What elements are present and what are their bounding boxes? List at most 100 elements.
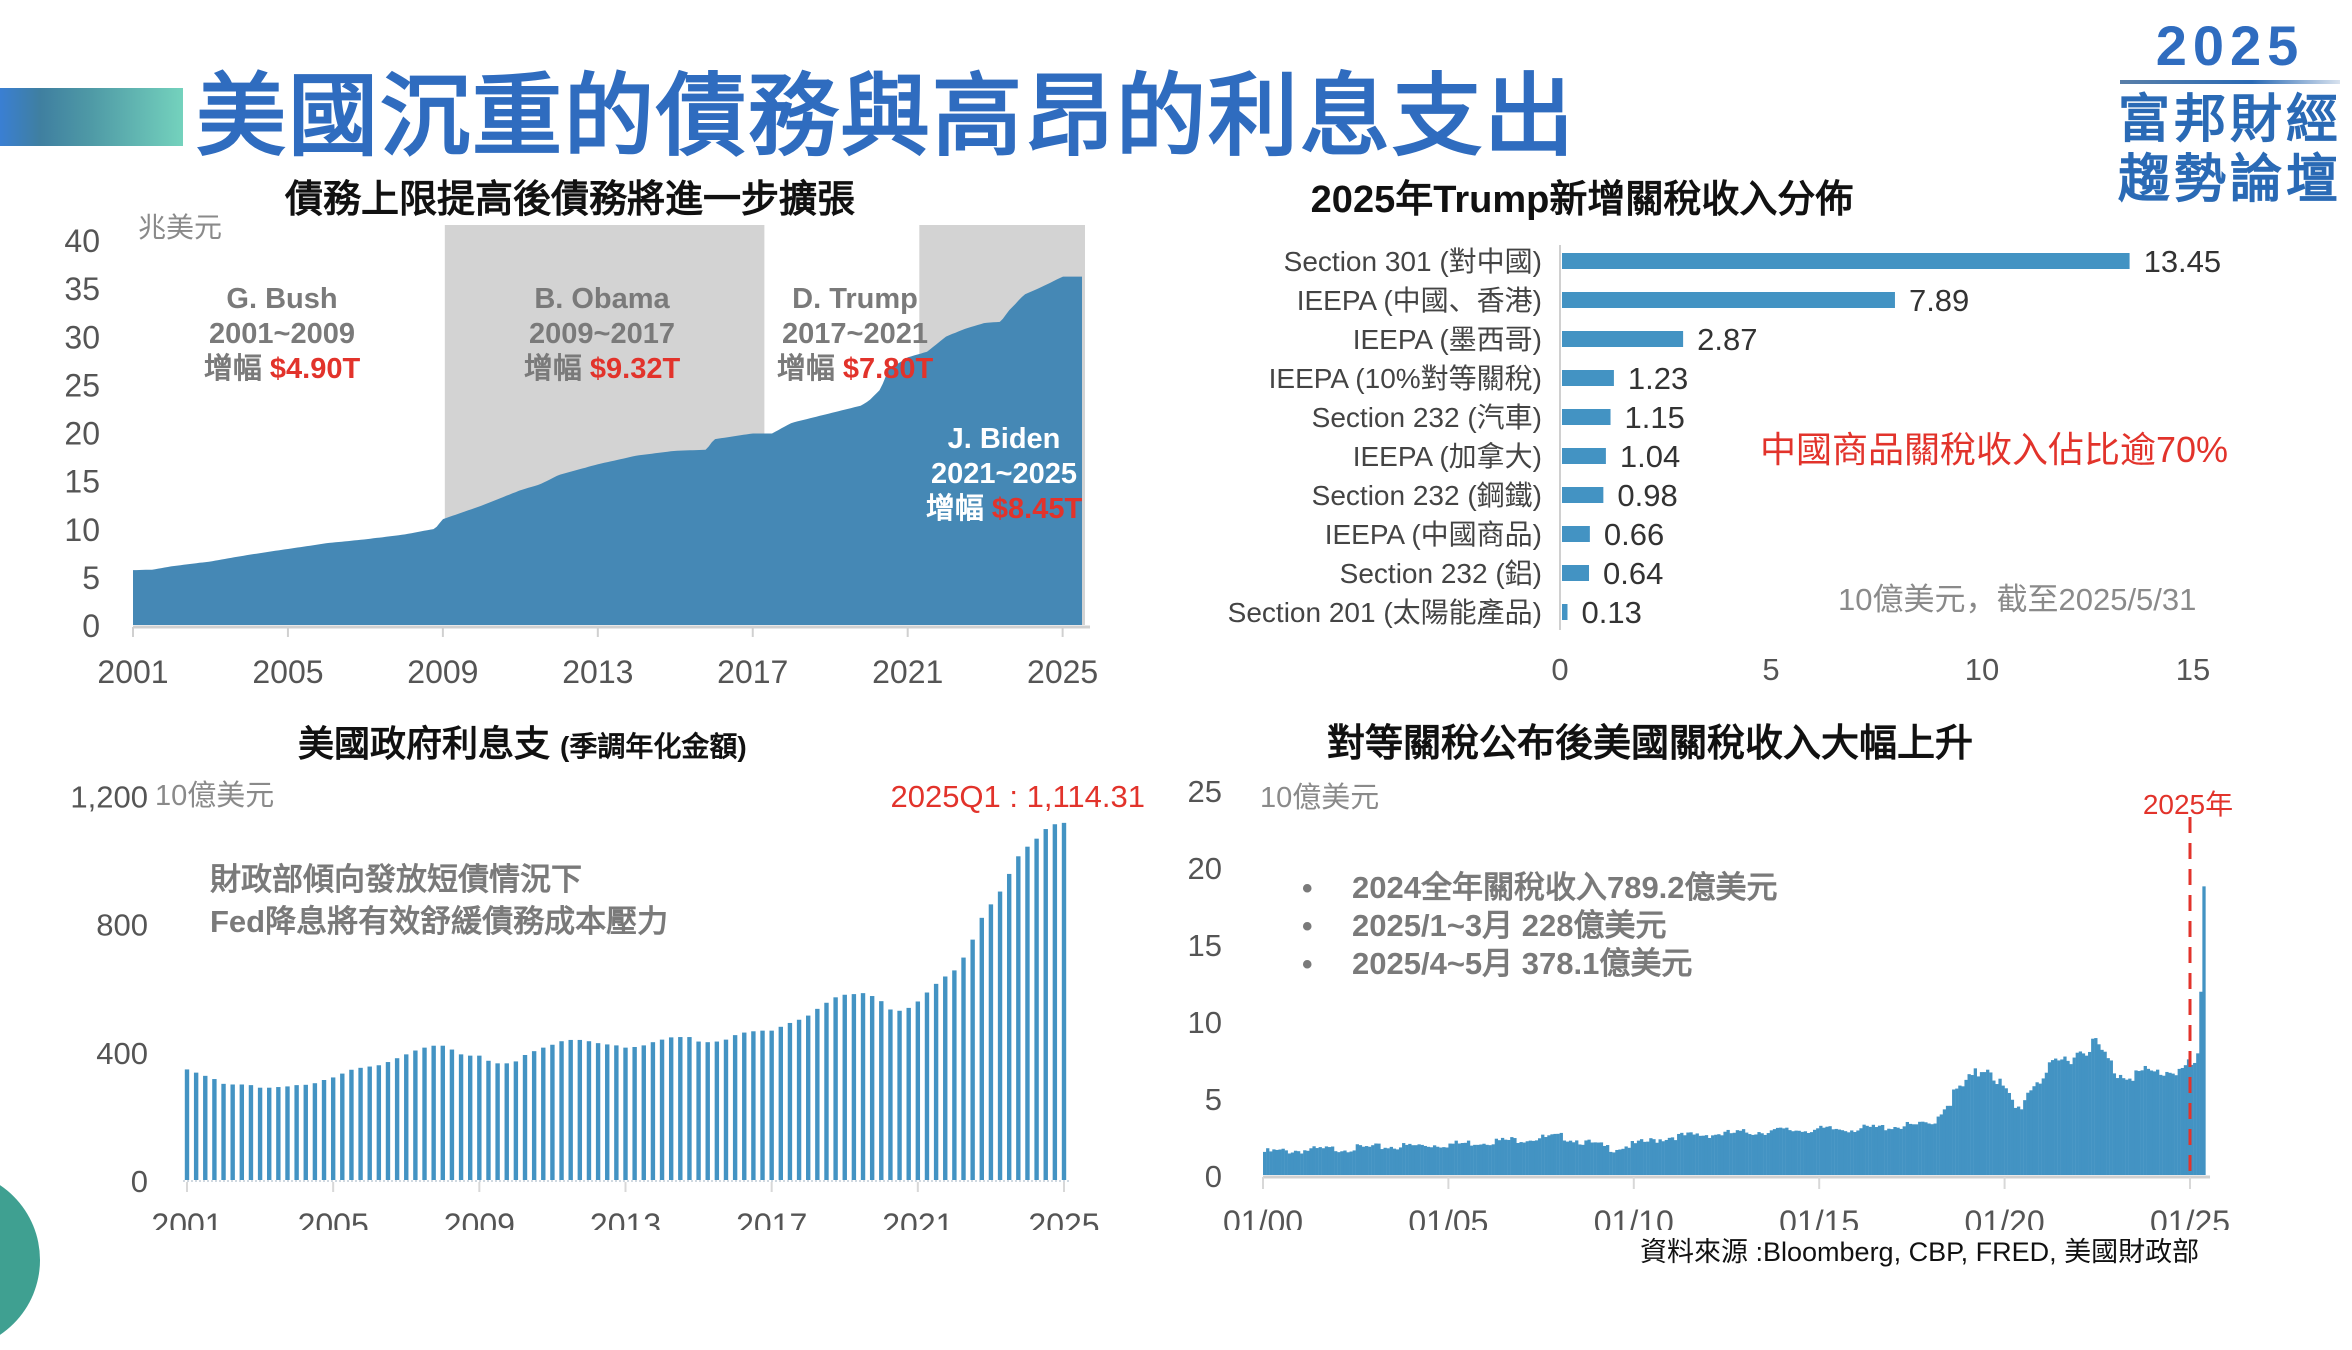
tariff-bar — [1562, 370, 1614, 386]
president-name: D. Trump — [792, 283, 918, 315]
interest-bar — [1025, 846, 1030, 1180]
interest-bar — [440, 1045, 445, 1180]
customs-bar — [1346, 1152, 1350, 1175]
customs-unit-label: 10億美元 — [1260, 781, 1379, 814]
customs-bar — [1358, 1145, 1363, 1175]
interest-bar — [486, 1060, 491, 1180]
data-source-note: 資料來源 :Bloomberg, CBP, FRED, 美國財政部 — [1640, 1237, 2200, 1267]
tariff-value-label: 2.87 — [1697, 322, 1757, 357]
customs-y-tick-label: 25 — [1188, 774, 1222, 809]
bullet-icon: • — [1302, 948, 1313, 981]
customs-bar — [2128, 1078, 2132, 1175]
interest-bar — [824, 1002, 829, 1180]
customs-bar — [1998, 1078, 2002, 1175]
customs-bar — [1745, 1132, 1749, 1175]
customs-bar — [1516, 1142, 1520, 1175]
customs-bar — [1309, 1148, 1313, 1175]
tariff-x-tick-label: 10 — [1965, 652, 1999, 687]
customs-bar — [2066, 1060, 2070, 1175]
customs-bar — [2122, 1078, 2126, 1175]
debt-increase: 增幅 $7.80T — [777, 352, 934, 385]
customs-y-tick-label: 0 — [1205, 1159, 1222, 1194]
customs-bar — [1766, 1133, 1770, 1175]
interest-bar — [723, 1039, 729, 1180]
customs-bar — [1300, 1153, 1304, 1175]
customs-bar — [1371, 1145, 1375, 1175]
interest-bar — [1034, 838, 1039, 1180]
interest-bar — [833, 997, 838, 1180]
customs-bar — [2152, 1071, 2157, 1175]
customs-bar — [2112, 1073, 2117, 1175]
customs-bar — [1426, 1146, 1431, 1175]
tariff-category-label: Section 232 (汽車) — [1312, 402, 1542, 433]
customs-bar — [2038, 1083, 2042, 1175]
customs-bar — [2063, 1056, 2067, 1175]
interest-title-suffix: (季調年化金額) — [560, 730, 747, 762]
customs-bar — [1797, 1130, 1801, 1175]
customs-bar — [2026, 1092, 2030, 1175]
customs-bar — [1704, 1135, 1709, 1175]
interest-unit-label: 10億美元 — [155, 779, 274, 812]
president-name: G. Bush — [226, 283, 337, 315]
interest-bar — [303, 1084, 308, 1180]
debt-x-tick-label: 2021 — [872, 654, 943, 690]
customs-bar — [1661, 1141, 1665, 1175]
interest-bar — [879, 1001, 884, 1180]
customs-bar — [1785, 1127, 1789, 1175]
customs-bar — [1952, 1089, 1956, 1175]
interest-bar — [449, 1049, 455, 1180]
interest-bar — [668, 1037, 674, 1180]
increase-prefix: 增幅 — [926, 492, 992, 525]
customs-bar — [1528, 1140, 1533, 1175]
customs-y-tick-label: 15 — [1188, 928, 1222, 963]
customs-bar — [1572, 1142, 1576, 1175]
customs-bar — [2078, 1051, 2083, 1175]
tariff-bar — [1562, 565, 1590, 581]
customs-bar — [1596, 1142, 1601, 1175]
customs-bar — [1364, 1146, 1369, 1175]
customs-bar — [2097, 1044, 2101, 1175]
interest-bar — [952, 970, 957, 1180]
customs-bullet-text: 2025/1~3月 228億美元 — [1352, 908, 1667, 943]
customs-bar — [1473, 1144, 1477, 1175]
interest-bar — [413, 1050, 418, 1180]
tariff-bar — [1562, 292, 1895, 308]
customs-bar — [1609, 1151, 1613, 1175]
customs-x-tick-label: 01/15 — [1779, 1204, 1859, 1230]
customs-bar — [1976, 1076, 1981, 1175]
customs-bar — [1312, 1146, 1316, 1175]
customs-bar — [1636, 1140, 1641, 1175]
customs-bar — [1269, 1151, 1273, 1175]
customs-bar — [1902, 1126, 1906, 1175]
interest-bar — [869, 996, 875, 1180]
customs-bar — [1775, 1127, 1780, 1175]
tariff-category-label: IEEPA (加拿大) — [1353, 441, 1542, 472]
increase-value: $7.80T — [843, 353, 934, 385]
tariff-bar — [1562, 253, 2130, 269]
customs-bar — [1809, 1132, 1814, 1175]
customs-bar — [1856, 1130, 1860, 1175]
customs-bar — [1386, 1148, 1390, 1175]
customs-bar — [2174, 1075, 2178, 1175]
customs-bar — [1263, 1151, 1267, 1175]
interest-bar — [623, 1047, 628, 1180]
interest-bar — [787, 1022, 793, 1180]
customs-bar — [1531, 1140, 1536, 1175]
interest-bar — [577, 1039, 583, 1180]
interest-bar — [897, 1010, 902, 1180]
interest-bar — [742, 1032, 747, 1180]
customs-bar — [1982, 1072, 1987, 1175]
customs-bar — [1352, 1150, 1356, 1175]
interest-x-tick-label: 2013 — [590, 1207, 661, 1230]
customs-bar — [1534, 1140, 1539, 1175]
interest-bar — [367, 1066, 372, 1180]
debt-x-tick-label: 2013 — [562, 654, 633, 690]
customs-y-tick-label: 20 — [1188, 851, 1222, 886]
customs-bar — [1618, 1149, 1622, 1175]
interest-bar — [678, 1037, 683, 1180]
customs-bar — [1281, 1148, 1285, 1175]
customs-bar — [1457, 1143, 1461, 1175]
customs-bar — [1355, 1144, 1359, 1175]
